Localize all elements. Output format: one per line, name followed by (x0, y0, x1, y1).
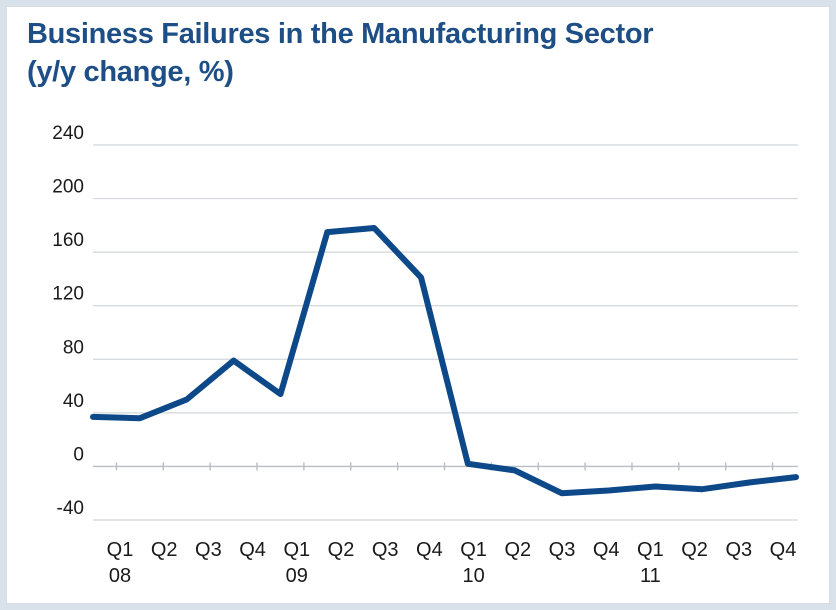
y-tick-label: 40 (63, 391, 84, 412)
chart-title: Business Failures in the Manufacturing S… (27, 18, 654, 50)
series-line (90, 225, 799, 497)
y-tick-label: -40 (57, 498, 84, 519)
series-layer (90, 225, 799, 497)
x-tick-label: Q3 (549, 539, 576, 561)
x-tick-label: Q3 (372, 539, 399, 561)
zero-axis (93, 462, 798, 471)
x-year-label: 09 (286, 565, 308, 587)
x-tick-label: Q1 (283, 539, 310, 561)
x-tick-label: Q1 (107, 539, 134, 561)
x-tick-label: Q2 (328, 539, 355, 561)
y-tick-label: 80 (63, 337, 84, 358)
x-tick-label: Q3 (725, 539, 752, 561)
x-tick-label: Q4 (416, 539, 443, 561)
x-year-label: 11 (640, 565, 661, 587)
x-tick-label: Q1 (460, 539, 487, 561)
x-tick-label: Q1 (637, 539, 664, 561)
y-tick-label: 120 (52, 284, 84, 305)
x-tick-label: Q2 (681, 539, 708, 561)
y-axis-labels: -40 0 40 80 120 160 200 240 (52, 123, 84, 519)
x-tick-label: Q3 (195, 539, 222, 561)
y-tick-label: 240 (52, 123, 84, 144)
y-tick-label: 160 (52, 230, 84, 251)
x-tick-label: Q4 (593, 539, 620, 561)
x-tick-label: Q4 (770, 539, 797, 561)
x-tick-label: Q2 (504, 539, 531, 561)
chart-subtitle: (y/y change, %) (27, 56, 234, 88)
x-tick-label: Q2 (151, 539, 178, 561)
grid-lines (93, 144, 798, 521)
x-year-label: 08 (109, 565, 131, 587)
chart-frame (6, 6, 830, 604)
x-year-label: 10 (462, 565, 484, 587)
x-axis-labels: Q1 Q2 Q3 Q4 Q1 Q2 Q3 Q4 Q1 Q2 Q3 Q4 Q1 Q2 Q3 Q4 08 09 10 11 (107, 539, 797, 587)
y-tick-label: 0 (73, 444, 84, 465)
y-tick-label: 200 (52, 177, 84, 198)
x-tick-label: Q4 (239, 539, 266, 561)
